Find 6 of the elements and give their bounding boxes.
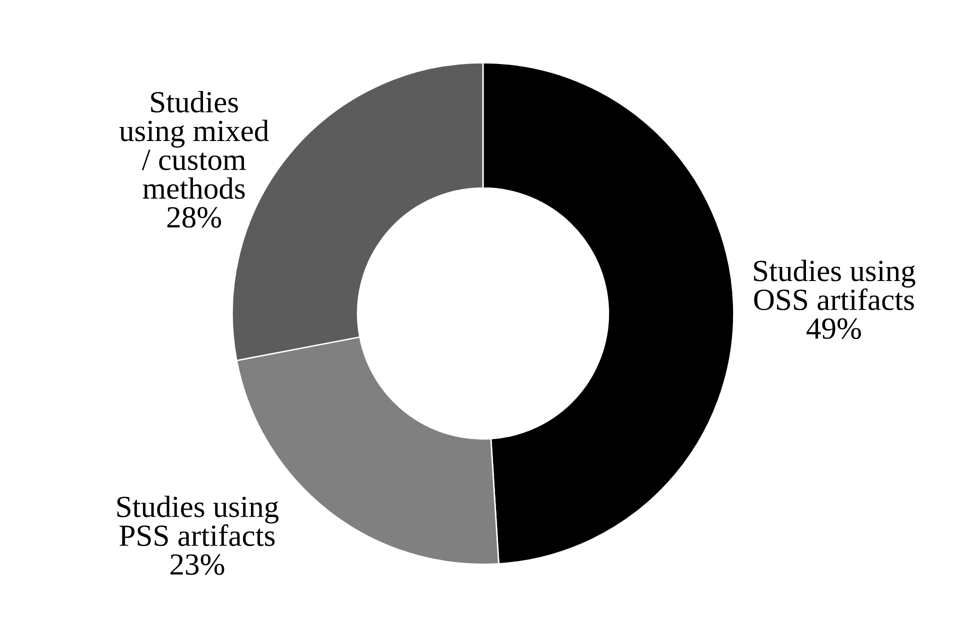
data-label: 49% — [806, 318, 861, 340]
data-label: 28% — [167, 207, 222, 228]
slice-label: Studies using OSS artifacts — [754, 260, 916, 310]
slice-label: Studies using mixed / custom methods — [119, 91, 269, 199]
data-label: 23% — [170, 554, 224, 575]
slice-label: Studies using PSS artifacts — [117, 496, 279, 546]
